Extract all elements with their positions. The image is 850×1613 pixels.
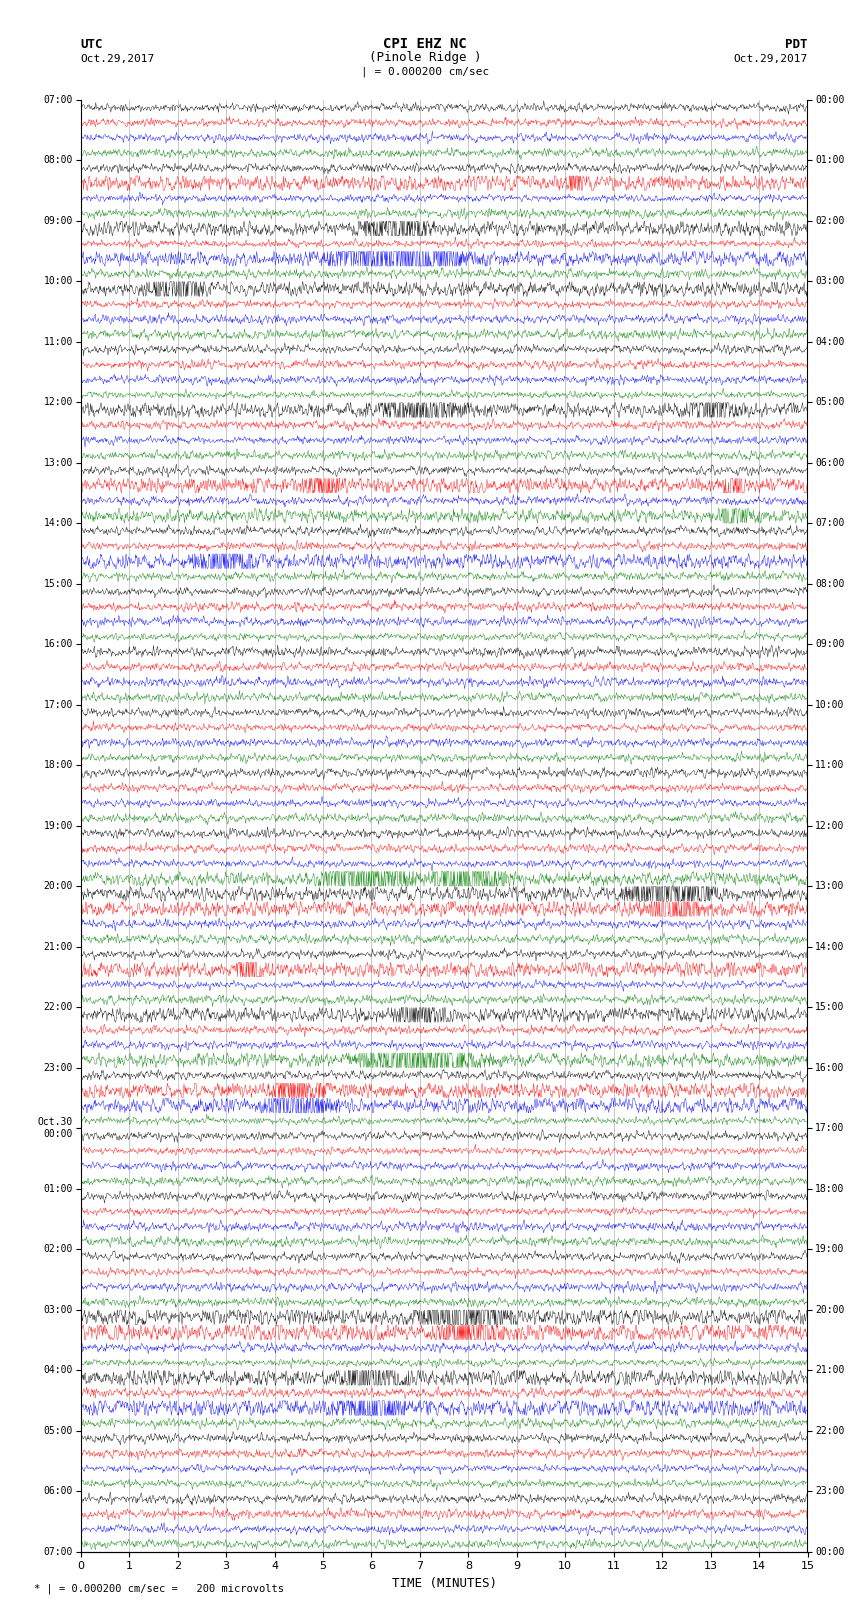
Text: (Pinole Ridge ): (Pinole Ridge ) [369,50,481,65]
Text: Oct.29,2017: Oct.29,2017 [81,53,155,65]
Text: PDT: PDT [785,37,808,50]
Text: UTC: UTC [81,37,103,50]
X-axis label: TIME (MINUTES): TIME (MINUTES) [392,1578,496,1590]
Text: | = 0.000200 cm/sec: | = 0.000200 cm/sec [361,66,489,77]
Text: CPI EHZ NC: CPI EHZ NC [383,37,467,50]
Text: Oct.29,2017: Oct.29,2017 [734,53,807,65]
Text: * | = 0.000200 cm/sec =   200 microvolts: * | = 0.000200 cm/sec = 200 microvolts [34,1582,284,1594]
